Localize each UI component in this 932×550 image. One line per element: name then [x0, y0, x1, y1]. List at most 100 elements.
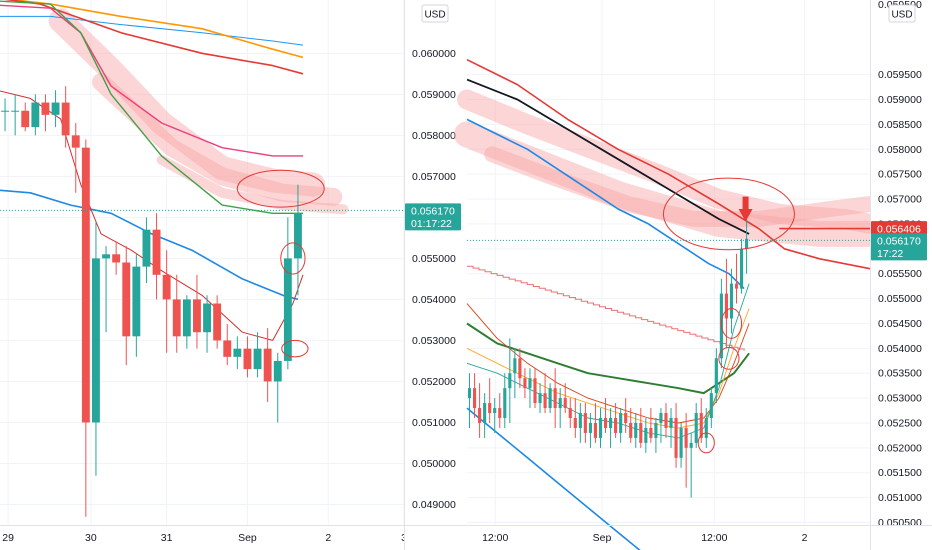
candle-body: [694, 413, 698, 443]
x-tick-label: Sep: [238, 532, 257, 544]
highlight-band: [454, 121, 883, 247]
right-price-axis[interactable]: 0.059500 0.050500 0.051000 0.051500 0.05200…: [870, 0, 932, 550]
highlight-band: [484, 146, 878, 227]
candle-body: [684, 427, 688, 448]
x-tick-label: 2: [325, 532, 331, 544]
candle-body: [629, 422, 633, 438]
x-tick-label: 30: [85, 532, 97, 544]
right-plot-area[interactable]: [467, 0, 870, 525]
candle-body: [644, 427, 648, 443]
down-candle: [563, 383, 567, 414]
left-plot-area[interactable]: [0, 0, 404, 525]
y-tick-label: 0.054500: [878, 318, 922, 330]
candle-body: [689, 442, 693, 448]
y-tick-label: 0.053000: [878, 393, 922, 405]
down-candle: [488, 378, 492, 423]
up-candle: [294, 184, 302, 296]
candle-body: [112, 254, 121, 263]
moving-average-line: [466, 283, 750, 439]
left-chart-panel: 293031Sep23: [0, 0, 407, 544]
up-candle: [528, 368, 532, 409]
y-tick-label: 0.055000: [412, 253, 456, 265]
candle-body: [639, 422, 643, 443]
right-step-line: [467, 265, 745, 351]
candle-body: [709, 393, 713, 419]
y-tick-label: 0.058000: [878, 144, 922, 156]
up-candle: [31, 94, 40, 136]
down-candle: [61, 86, 70, 148]
y-tick-label: 0.058000: [412, 130, 456, 142]
left-currency-label[interactable]: USD: [421, 4, 449, 23]
y-tick-label: 0.055000: [878, 293, 922, 305]
up-candle: [669, 408, 673, 448]
down-candle: [472, 373, 477, 419]
moving-average-line: [466, 308, 750, 429]
candle-body: [472, 388, 477, 409]
down-candle: [639, 408, 643, 448]
candle-body: [182, 299, 191, 337]
candle-body: [283, 258, 292, 361]
down-candle: [614, 403, 618, 438]
down-candle: [478, 383, 482, 438]
candle-body: [578, 413, 582, 428]
candle-body: [203, 303, 211, 333]
annotation-ellipse: [662, 177, 795, 251]
candle-body: [71, 135, 80, 148]
up-candle: [578, 403, 582, 443]
candle-body: [523, 378, 527, 389]
candle-body: [21, 110, 30, 128]
moving-average-line: [466, 407, 641, 550]
candle-body: [253, 348, 262, 370]
candle-body: [699, 413, 703, 438]
y-tick-label: 0.059000: [878, 94, 922, 106]
candle-body: [488, 403, 492, 414]
candle-body: [172, 299, 181, 337]
candle-body: [243, 348, 252, 370]
annotation-ellipse: [281, 339, 309, 358]
down-candle: [664, 403, 668, 438]
moving-average-line: [466, 322, 750, 395]
candle-body: [132, 266, 141, 337]
right-red-price-badge: 0.056406: [871, 221, 927, 237]
candle-body: [674, 418, 678, 458]
candle-body: [162, 274, 171, 300]
candle-body: [51, 102, 60, 115]
left-price-axis[interactable]: USD 0.049000 0.050000 0.051000 0.052000 0.05…: [404, 0, 467, 550]
down-candle: [21, 102, 30, 132]
candle-body: [483, 403, 487, 423]
down-candle: [243, 336, 252, 378]
step-line: [467, 265, 745, 351]
moving-average-line: [466, 78, 750, 235]
moving-average-line: [0, 15, 304, 46]
up-candle: [142, 217, 151, 284]
down-candle: [518, 348, 522, 389]
right-candles: [467, 213, 749, 498]
y-tick-label: 0.055500: [878, 268, 922, 280]
up-candle: [513, 348, 517, 399]
candle-body: [563, 398, 567, 409]
candle-body: [598, 418, 603, 438]
right-currency-label[interactable]: USD: [888, 4, 916, 23]
candle-body: [41, 102, 50, 115]
up-candle: [709, 388, 713, 428]
candle-body: [503, 388, 507, 419]
down-candle: [71, 123, 80, 193]
y-tick-label: 0.054000: [412, 294, 456, 306]
down-candle: [553, 368, 557, 428]
highlight-band: [48, 8, 326, 197]
candle-body: [11, 110, 20, 112]
up-candle: [644, 418, 648, 453]
candle-body: [92, 258, 100, 423]
highlight-band: [156, 155, 349, 215]
up-candle: [619, 408, 623, 443]
up-candle: [609, 408, 613, 448]
candle-body: [568, 408, 572, 419]
left-highlight-bands: [48, 8, 349, 215]
left-currency-text: USD: [424, 10, 445, 21]
down-candle: [162, 250, 171, 353]
candle-body: [739, 248, 744, 289]
candle-body: [614, 418, 618, 433]
right-price-badge: 0.056170 17:22: [871, 233, 927, 261]
candle-body: [654, 422, 658, 438]
up-candle: [508, 338, 512, 423]
